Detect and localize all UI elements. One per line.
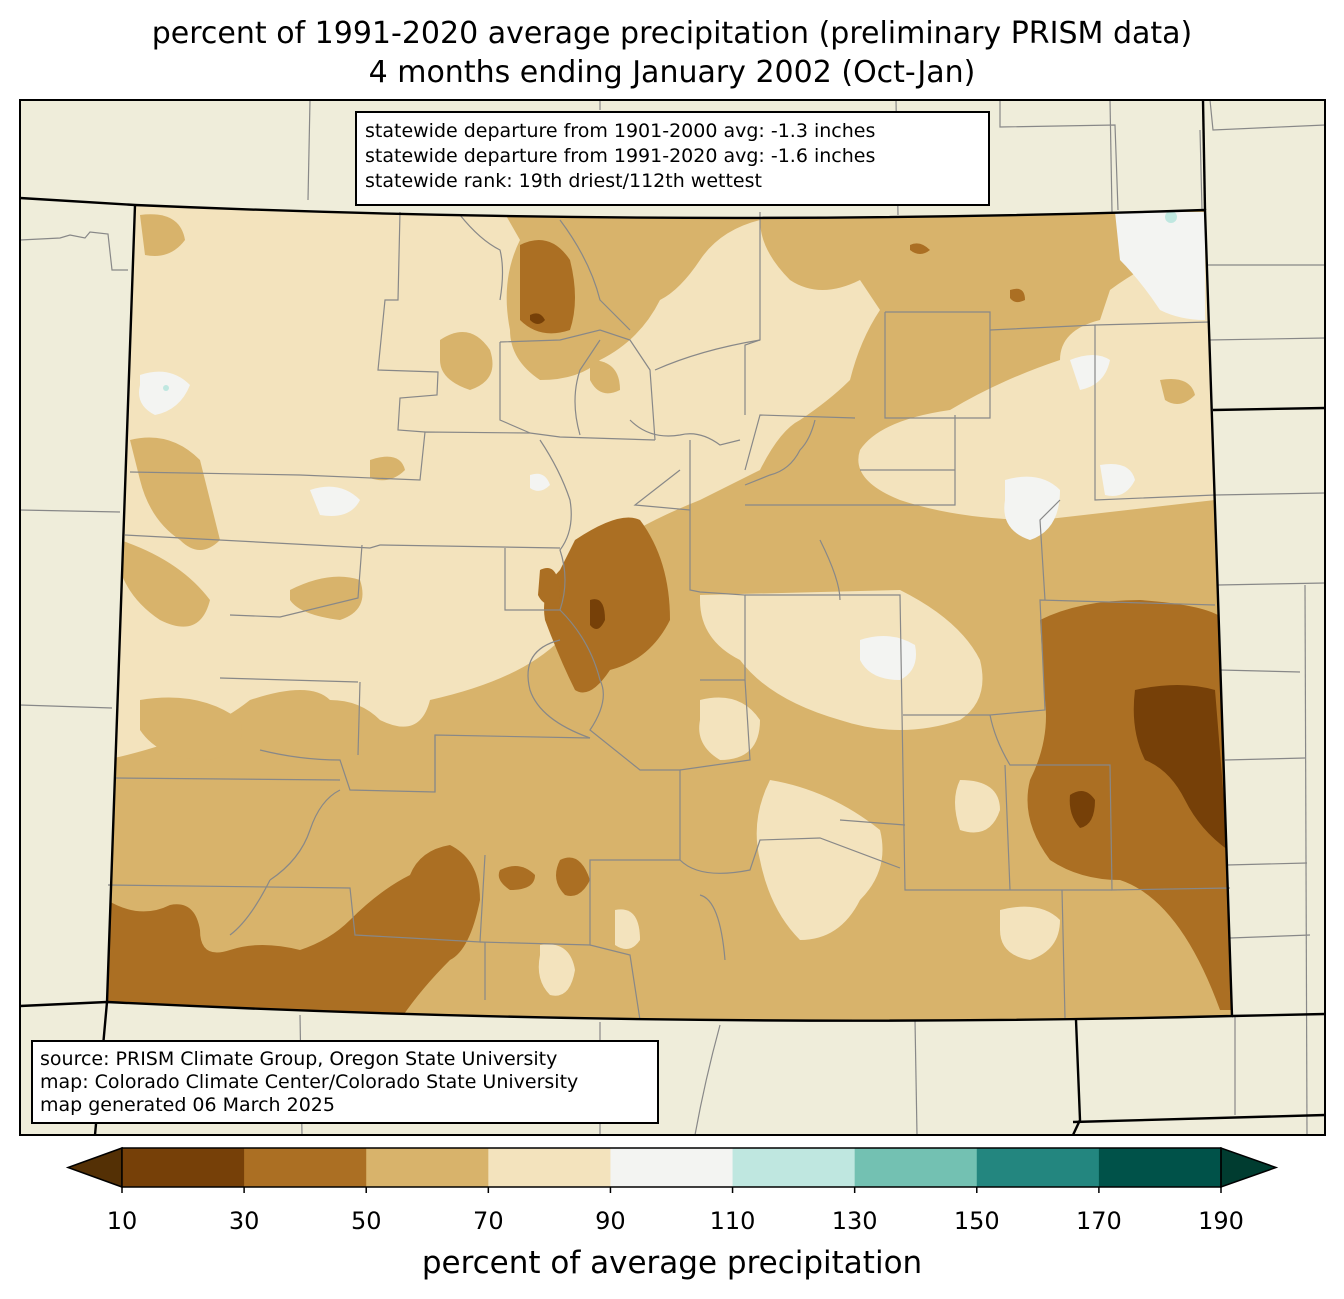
colorbar-tick-label: 50: [350, 1207, 382, 1235]
colorbar: [65, 1146, 1279, 1193]
source-line-generated: map generated 06 March 2025: [40, 1094, 335, 1116]
colorbar-tick-label: 170: [1075, 1207, 1122, 1235]
colorbar-tick-label: 130: [831, 1207, 878, 1235]
stat-departure-1901-2000: statewide departure from 1901-2000 avg: …: [365, 120, 876, 142]
colorbar-segment-c150_170: [976, 1148, 1100, 1187]
colorbar-segment-c170_190: [1098, 1148, 1222, 1187]
stat-departure-1991-2020: statewide departure from 1991-2020 avg: …: [365, 145, 876, 167]
colorbar-segment-c110_130: [732, 1148, 856, 1187]
map-title-line2: 4 months ending January 2002 (Oct-Jan): [368, 55, 976, 90]
field-10-30: [530, 313, 1228, 850]
source-line-prism: source: PRISM Climate Group, Oregon Stat…: [40, 1048, 558, 1070]
field-50-70: [107, 205, 1232, 1020]
colorbar-segment-c30_50: [244, 1148, 367, 1187]
precipitation-fields: [107, 205, 1232, 1021]
source-line-map: map: Colorado Climate Center/Colorado St…: [40, 1071, 579, 1093]
colorbar-segment-c10_30: [122, 1148, 245, 1187]
colorbar-tick-label: 90: [595, 1207, 626, 1235]
map-frame: [19, 99, 1326, 1136]
colorbar-segment-c70_90: [488, 1148, 611, 1187]
field-110-130: [163, 211, 1177, 391]
colorbar-tick-label: 70: [473, 1207, 504, 1235]
stat-rank: statewide rank: 19th driest/112th wettes…: [365, 170, 762, 192]
field-70-90-patches: [538, 590, 1060, 996]
colorbar-under-arrow: [65, 1146, 123, 1189]
colorbar-tick-label: 30: [228, 1207, 260, 1235]
map-title-line1: percent of 1991-2020 average precipitati…: [151, 16, 1193, 51]
colorbar-tick-label: 10: [106, 1207, 138, 1235]
statewide-stats-box: statewide departure from 1901-2000 avg: …: [355, 111, 990, 206]
colorbar-outline: [121, 1147, 1222, 1188]
colorbar-segment-c90_110: [610, 1148, 734, 1187]
county-lines: [107, 211, 1231, 1021]
field-90-110: [139, 212, 1205, 680]
state-boundaries: [19, 99, 1326, 1136]
colorbar-tick-label: 190: [1198, 1207, 1244, 1235]
colorbar-segment-c50_70: [366, 1148, 489, 1187]
colorbar-tick-label: 150: [953, 1207, 1000, 1235]
colorbar-segment-c130_150: [854, 1148, 978, 1187]
colorbar-over-arrow: [1220, 1146, 1279, 1189]
colorbar-tick-label: 110: [709, 1207, 756, 1235]
source-box: source: PRISM Climate Group, Oregon Stat…: [31, 1040, 659, 1124]
colorbar-label: percent of average precipitation: [421, 1245, 923, 1281]
